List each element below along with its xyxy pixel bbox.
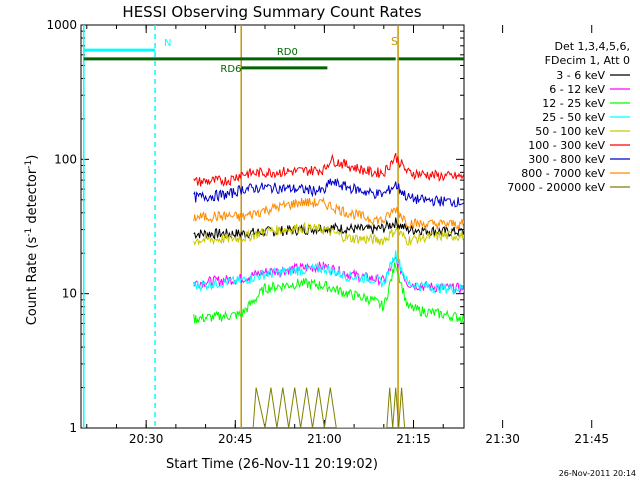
plot-timestamp: 26-Nov-2011 20:14 (559, 469, 636, 478)
series-line-4 (193, 221, 464, 246)
y-axis-label: Count Rate (s-1 detector-1) (24, 155, 40, 326)
y-tick-label: 10 (62, 287, 77, 301)
legend: Det 1,3,4,5,6,FDecim 1, Att 0 3 - 6 keV6 … (507, 40, 630, 194)
x-tick-label: 21:15 (396, 432, 431, 446)
x-axis-label: Start Time (26-Nov-11 20:19:02) (166, 457, 378, 472)
data-layer (83, 25, 464, 428)
chart-title: HESSI Observing Summary Count Rates (122, 3, 421, 21)
legend-header: Det 1,3,4,5,6, (554, 40, 630, 53)
series-line-7 (193, 196, 464, 230)
legend-header: FDecim 1, Att 0 (545, 54, 630, 67)
x-tick-label: 20:30 (129, 432, 164, 446)
series-line-5 (193, 152, 464, 187)
series-line-2 (193, 262, 464, 324)
y-tick-label: 1 (69, 421, 77, 435)
segment-label-rd6: RD6 (220, 64, 241, 75)
x-tick-label: 21:45 (574, 432, 609, 446)
y-tick-label: 100 (54, 152, 77, 166)
y-tick-label: 1000 (46, 18, 77, 32)
series-line-6 (193, 177, 464, 208)
x-tick-label: 20:45 (218, 432, 253, 446)
plot-area: 1 10 100 1000 20:30 20:45 21:00 21:15 21:30 21:45… (46, 18, 609, 446)
x-tick-label: 21:30 (485, 432, 520, 446)
legend-label: 6 - 12 keV (549, 83, 605, 96)
sunlight-marker-label: S (391, 35, 398, 48)
x-tick-label: 21:00 (307, 432, 342, 446)
legend-label: 7000 - 20000 keV (507, 181, 605, 194)
legend-label: 50 - 100 keV (535, 125, 605, 138)
segment-label-rd0: RD0 (277, 47, 298, 58)
legend-label: 800 - 7000 keV (521, 167, 605, 180)
legend-label: 25 - 50 keV (542, 111, 605, 124)
legend-label: 12 - 25 keV (542, 97, 605, 110)
segment-label-n: N (164, 38, 171, 49)
legend-label: 3 - 6 keV (556, 69, 605, 82)
legend-label: 100 - 300 keV (528, 139, 605, 152)
series-line-3 (193, 250, 464, 295)
legend-label: 300 - 800 keV (528, 153, 605, 166)
plot-frame (80, 24, 465, 429)
series-line-8 (252, 387, 406, 428)
